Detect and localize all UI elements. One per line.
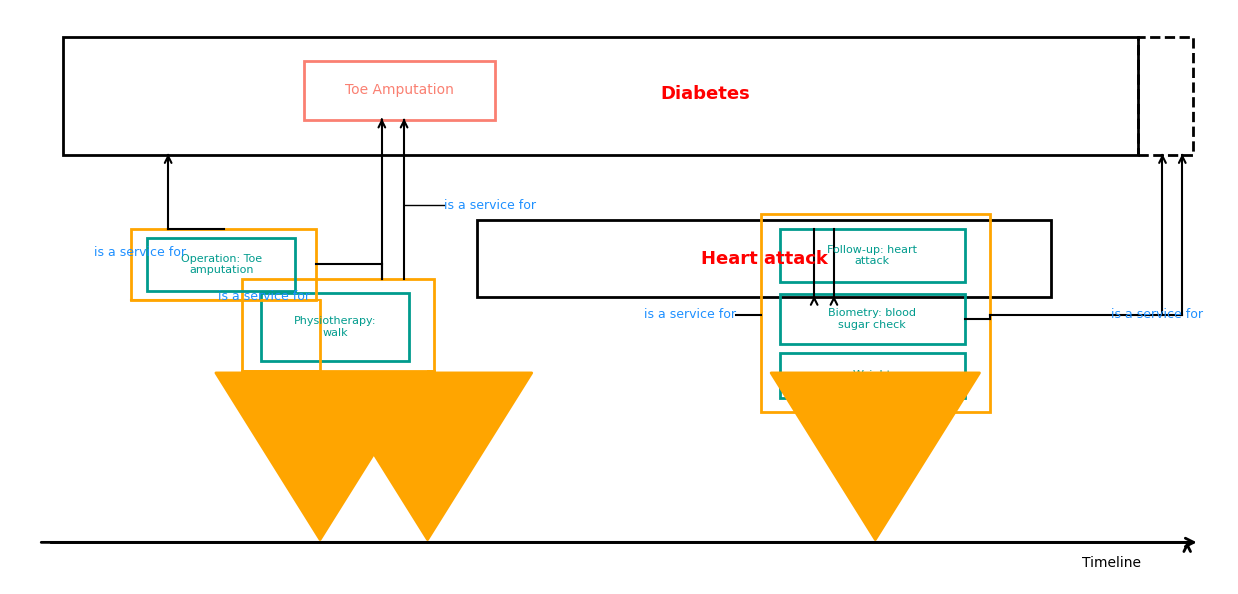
Bar — [761, 214, 989, 412]
Text: is a service for: is a service for — [1110, 308, 1202, 321]
Bar — [780, 353, 964, 397]
Text: Diabetes: Diabetes — [661, 84, 750, 103]
Text: is a service for: is a service for — [94, 246, 186, 259]
Text: is a service for: is a service for — [443, 199, 536, 212]
Text: Timeline: Timeline — [1082, 556, 1141, 570]
Text: Biometry: blood
sugar check: Biometry: blood sugar check — [828, 308, 916, 330]
Bar — [131, 229, 317, 300]
Text: Physiotherapy:
walk: Physiotherapy: walk — [293, 316, 376, 337]
Text: is a service for: is a service for — [218, 290, 310, 304]
Bar — [780, 229, 964, 282]
Text: Contact
m: Contact m — [277, 404, 326, 432]
Text: Weight: Weight — [853, 370, 891, 380]
Bar — [63, 37, 1138, 155]
Text: Contact
m+1: Contact m+1 — [410, 404, 458, 432]
Text: Contact
p: Contact p — [851, 410, 900, 438]
Bar — [477, 220, 1051, 297]
Bar — [261, 293, 409, 361]
Text: Toe Amputation: Toe Amputation — [345, 83, 454, 97]
Bar — [780, 294, 964, 345]
Bar — [305, 61, 495, 119]
Bar — [243, 279, 433, 371]
Text: is a service for: is a service for — [644, 308, 737, 321]
Bar — [1138, 37, 1193, 155]
Bar — [147, 238, 296, 291]
Text: Heart attack: Heart attack — [701, 249, 827, 267]
Text: Follow-up: heart
attack: Follow-up: heart attack — [827, 245, 917, 267]
Text: Operation: Toe
amputation: Operation: Toe amputation — [181, 254, 261, 275]
